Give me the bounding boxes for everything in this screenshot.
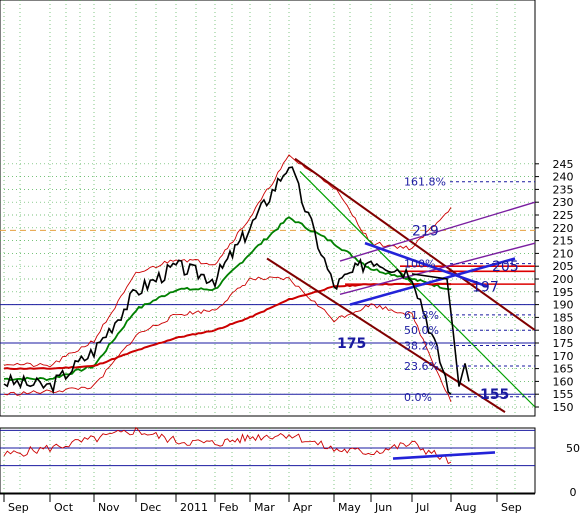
y-tick-label: 190 bbox=[553, 299, 574, 312]
x-tick-label: Nov bbox=[98, 501, 120, 514]
y-tick-label: 150 bbox=[553, 401, 574, 414]
fib-label: 100% bbox=[404, 258, 435, 271]
y-tick-label: 155 bbox=[553, 388, 574, 401]
y-tick-label: 230 bbox=[553, 196, 574, 209]
oscillator-panel-frame bbox=[0, 427, 536, 494]
y-tick-label: 170 bbox=[553, 350, 574, 363]
y-tick-label: 205 bbox=[553, 260, 574, 273]
fib-label: 50.0% bbox=[404, 324, 439, 337]
x-tick-label: May bbox=[338, 501, 361, 514]
chart-background bbox=[0, 0, 536, 494]
bollinger-bands bbox=[3, 154, 452, 403]
price-line-aug bbox=[411, 273, 470, 387]
osc-tick-label: 50 bbox=[566, 442, 580, 455]
y-tick-label: 245 bbox=[553, 158, 574, 171]
x-tick-label: Sep bbox=[8, 501, 29, 514]
y-tick-label: 210 bbox=[553, 247, 574, 260]
y-tick-label: 165 bbox=[553, 363, 574, 376]
triangle-lower-line bbox=[349, 257, 516, 306]
y-tick-label: 215 bbox=[553, 235, 574, 248]
trend-lines bbox=[266, 157, 536, 413]
fib-label: 0.0% bbox=[404, 391, 432, 404]
annotation-label: 205 bbox=[492, 259, 519, 275]
fibonacci-levels: 161.8% 100% 61.8% 50.0% 38.2% 23.6% 0.0% bbox=[404, 176, 535, 404]
upper-band bbox=[3, 154, 452, 368]
price-panel bbox=[0, 0, 536, 417]
green-trend-line bbox=[299, 171, 536, 408]
y-tick-label: 175 bbox=[553, 337, 574, 350]
x-tick-label: Dec bbox=[140, 501, 161, 514]
annotation-label: 175 bbox=[337, 336, 366, 352]
y-tick-label: 195 bbox=[553, 286, 574, 299]
axes: 1501551601651701751801851901952002052102… bbox=[0, 158, 580, 514]
y-tick-label: 220 bbox=[553, 222, 574, 235]
osc-tick-label: 0 bbox=[570, 486, 577, 499]
triangle-upper-line bbox=[364, 241, 489, 288]
annotations: 219 205 197 175 155 bbox=[337, 223, 519, 403]
x-tick-label: 2011 bbox=[180, 501, 208, 514]
y-tick-label: 240 bbox=[553, 171, 574, 184]
annotation-label: 197 bbox=[472, 280, 499, 296]
x-tick-label: Aug bbox=[455, 501, 476, 514]
purple-trend-upper bbox=[339, 201, 536, 262]
y-tick-label: 200 bbox=[553, 273, 574, 286]
channel-lower-line bbox=[266, 257, 506, 413]
fib-label: 61.8% bbox=[404, 309, 439, 322]
annotation-label: 155 bbox=[480, 387, 509, 403]
oscillator-line bbox=[3, 426, 452, 465]
y-tick-label: 185 bbox=[553, 311, 574, 324]
fib-label: 38.2% bbox=[404, 340, 439, 353]
fib-label: 23.6% bbox=[404, 360, 439, 373]
y-tick-label: 225 bbox=[553, 209, 574, 222]
x-tick-label: Apr bbox=[293, 501, 313, 514]
x-tick-label: Feb bbox=[219, 501, 238, 514]
annotation-label: 219 bbox=[412, 223, 439, 239]
price-series bbox=[3, 166, 470, 395]
x-tick-label: Mar bbox=[254, 501, 275, 514]
oscillator-panel bbox=[0, 426, 535, 467]
fib-label: 161.8% bbox=[404, 176, 446, 189]
y-tick-label: 180 bbox=[553, 324, 574, 337]
y-tick-label: 235 bbox=[553, 183, 574, 196]
lower-band bbox=[3, 276, 452, 403]
x-tick-label: Jul bbox=[415, 501, 429, 514]
price-line bbox=[3, 166, 452, 395]
x-tick-label: Sep bbox=[501, 501, 522, 514]
x-tick-label: Jun bbox=[374, 501, 392, 514]
y-tick-label: 160 bbox=[553, 375, 574, 388]
channel-upper-line bbox=[294, 157, 536, 332]
oscillator-trend-line bbox=[392, 451, 496, 460]
x-tick-label: Oct bbox=[54, 501, 74, 514]
